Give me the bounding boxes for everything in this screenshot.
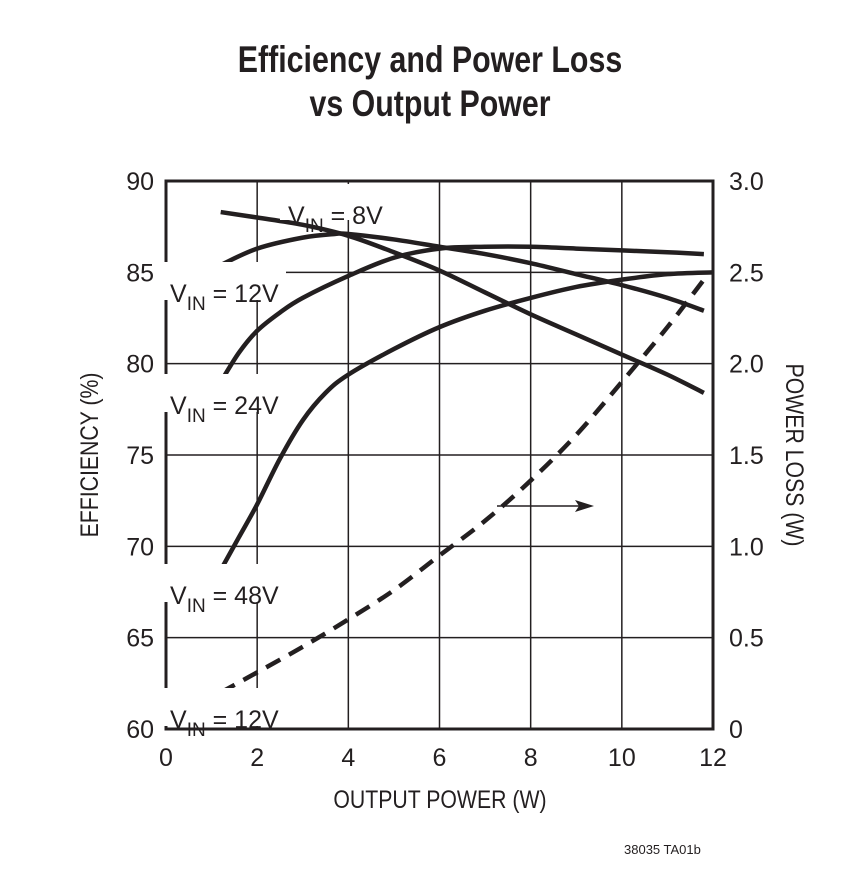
chart-title-line-1: Efficiency and Power Loss: [237, 39, 623, 80]
x-tick-label: 6: [433, 744, 447, 772]
y2-tick-label: 0.5: [729, 625, 764, 653]
label-background: [164, 564, 286, 602]
y-tick-label: 70: [126, 533, 154, 561]
label-rest: = 24V: [206, 392, 279, 420]
chart-title: Efficiency and Power Loss vs Output Powe…: [77, 38, 782, 126]
label-background: [280, 184, 390, 220]
power-loss-line: [219, 278, 706, 695]
y2-tick-label: 2.0: [729, 351, 764, 379]
x-tick-label: 10: [608, 744, 636, 772]
footnote: 38035 TA01b: [624, 842, 701, 857]
label-rest: = 12V: [206, 280, 279, 308]
y-tick-label: 65: [126, 625, 154, 653]
label-main: V: [170, 706, 187, 734]
x-axis-label: OUTPUT POWER (W): [333, 785, 546, 813]
label-rest: = 48V: [206, 582, 279, 610]
y-tick-label: 90: [126, 168, 154, 196]
y2-tick-label: 0: [729, 716, 743, 744]
label-subscript: IN: [305, 216, 324, 237]
y-tick-label: 80: [126, 351, 154, 379]
label-subscript: IN: [187, 596, 206, 617]
series-lines: [218, 209, 714, 695]
label-main: V: [170, 280, 187, 308]
arrow-head: [575, 500, 594, 512]
series-label: VIN = 8V: [288, 202, 383, 237]
label-rest: = 8V: [324, 202, 383, 230]
label-background: [164, 374, 286, 412]
x-tick-label: 8: [524, 744, 538, 772]
series-label: VIN = 24V: [170, 392, 279, 427]
x-tick-label: 2: [250, 744, 264, 772]
label-background: [164, 688, 286, 726]
label-subscript: IN: [187, 294, 206, 315]
y2-axis-label: POWER LOSS (W): [781, 364, 809, 547]
label-subscript: IN: [187, 720, 206, 741]
plot-frame: [164, 179, 715, 731]
y-tick-label: 85: [126, 259, 154, 287]
y2-tick-label: 3.0: [729, 168, 764, 196]
label-main: V: [170, 582, 187, 610]
efficiency-line: [218, 244, 704, 384]
label-main: V: [288, 202, 305, 230]
y2-tick-label: 1.0: [729, 533, 764, 561]
arrow-annotation: [497, 500, 594, 512]
x-tick-label: 0: [159, 744, 173, 772]
series-label: VIN = 12V: [170, 280, 279, 315]
efficiency-line: [218, 270, 714, 572]
series-label: VIN = 12V: [170, 706, 279, 741]
efficiency-line: [220, 209, 705, 395]
y-tick-label: 60: [126, 716, 154, 744]
tick-labels: 0 2 4 6 8 10 12 60 65 70 75 80 85 90 0 0.5 1.0 1.5 2.0 2.5 3…: [126, 168, 764, 772]
y2-tick-label: 1.5: [729, 442, 764, 470]
chart-title-line-2: vs Output Power: [309, 83, 551, 124]
label-background: [164, 262, 286, 300]
x-tick-label: 12: [699, 744, 727, 772]
series-label: VIN = 48V: [170, 582, 279, 617]
label-main: V: [170, 392, 187, 420]
y2-tick-label: 2.5: [729, 259, 764, 287]
y-tick-label: 75: [126, 442, 154, 470]
x-tick-label: 4: [341, 744, 355, 772]
y-axis-label: EFFICIENCY (%): [75, 373, 103, 538]
label-rest: = 12V: [206, 706, 279, 734]
label-subscript: IN: [187, 406, 206, 427]
